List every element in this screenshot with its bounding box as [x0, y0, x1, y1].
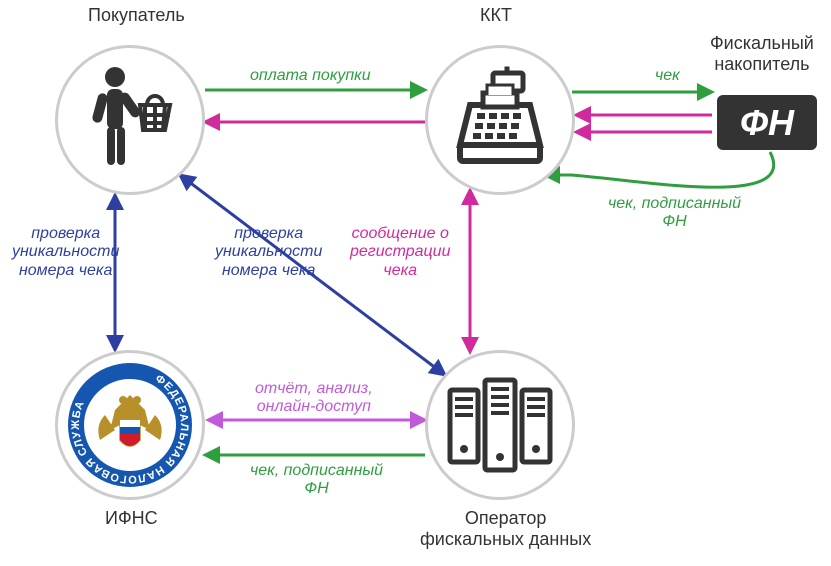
ofd-node	[425, 350, 575, 500]
edge-label-ofd-ifns-signed: чек, подписанный ФН	[250, 462, 383, 499]
edge-label-buyer-ifns-check: проверка уникальности номера чека	[12, 225, 119, 280]
fn-label: ФН	[740, 102, 794, 144]
edge-label-kkt-ofd-reg: сообщение о регистрации чека	[350, 225, 450, 280]
buyer-title: Покупатель	[88, 5, 185, 26]
person-basket-icon	[85, 65, 175, 175]
fns-emblem-icon: ФЕДЕРАЛЬНАЯ НАЛОГОВАЯ СЛУЖБА	[65, 360, 195, 490]
ofd-title: Оператор фискальных данных	[420, 508, 591, 550]
kkt-node	[425, 45, 575, 195]
edge-label-buyer-ofd-check: проверка уникальности номера чека	[215, 225, 322, 280]
edge-label-kkt-fn-check: чек	[655, 67, 680, 85]
ifns-node: ФЕДЕРАЛЬНАЯ НАЛОГОВАЯ СЛУЖБА	[55, 350, 205, 500]
edge-label-buyer-kkt-pay: оплата покупки	[250, 67, 371, 85]
edge-label-fn-ofd-signed: чек, подписанный ФН	[608, 195, 741, 232]
kkt-title: ККТ	[480, 5, 512, 26]
diagram-stage: Покупатель ККТ	[0, 0, 831, 566]
edge-fn-ofd-signed	[545, 152, 774, 187]
cash-register-icon	[445, 65, 555, 175]
edge-label-ofd-ifns-report: отчёт, анализ, онлайн-доступ	[255, 380, 373, 417]
ifns-title: ИФНС	[105, 508, 158, 529]
servers-icon	[445, 375, 555, 475]
fn-title: Фискальный накопитель	[710, 33, 814, 75]
buyer-node	[55, 45, 205, 195]
fn-node: ФН	[717, 95, 817, 150]
